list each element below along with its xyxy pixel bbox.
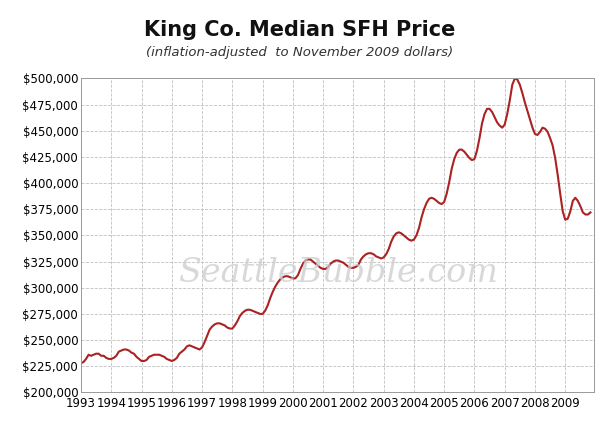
- Text: SeattleBubble.com: SeattleBubble.com: [178, 257, 497, 289]
- Text: (inflation-adjusted  to November 2009 dollars): (inflation-adjusted to November 2009 dol…: [146, 46, 454, 59]
- Text: King Co. Median SFH Price: King Co. Median SFH Price: [145, 20, 455, 40]
